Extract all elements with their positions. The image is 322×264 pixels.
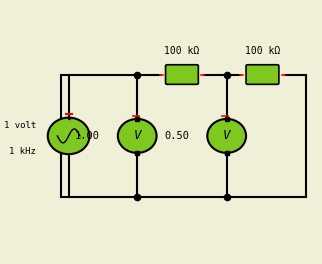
- Circle shape: [48, 118, 90, 154]
- Text: V: V: [223, 129, 231, 142]
- Text: 1 volt: 1 volt: [4, 121, 36, 130]
- Text: 100 kΩ: 100 kΩ: [164, 46, 200, 56]
- Text: 1 kHz: 1 kHz: [9, 147, 36, 156]
- Circle shape: [207, 119, 246, 153]
- Text: 0.50: 0.50: [165, 131, 189, 141]
- FancyBboxPatch shape: [166, 65, 198, 84]
- Text: 1.00: 1.00: [75, 131, 100, 141]
- FancyBboxPatch shape: [246, 65, 279, 84]
- Text: 100 kΩ: 100 kΩ: [245, 46, 280, 56]
- Circle shape: [118, 119, 156, 153]
- Text: V: V: [133, 129, 141, 142]
